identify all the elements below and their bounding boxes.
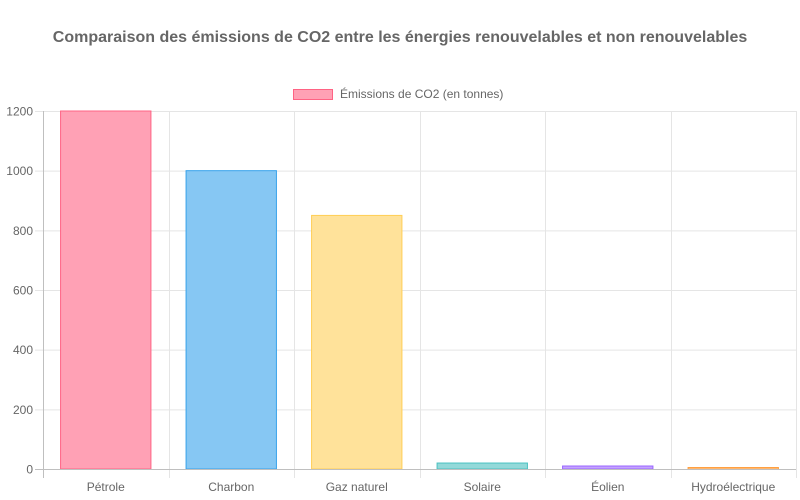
x-tick-label: Hydroélectrique (691, 480, 775, 494)
bars (60, 110, 779, 470)
x-tick-label: Gaz naturel (326, 480, 388, 494)
bar (436, 462, 528, 470)
y-tick-label: 600 (13, 284, 33, 298)
y-tick-label: 800 (13, 224, 33, 238)
y-tick-label: 1000 (6, 164, 33, 178)
legend-label[interactable]: Émissions de CO2 (en tonnes) (340, 87, 504, 101)
legend-swatch[interactable] (293, 89, 333, 100)
x-tick-label: Solaire (464, 480, 502, 494)
y-tick-label: 200 (13, 403, 33, 417)
bar (311, 214, 403, 470)
legend[interactable]: Émissions de CO2 (en tonnes) (0, 87, 800, 103)
y-tick-label: 400 (13, 343, 33, 357)
x-tick-label: Charbon (208, 480, 254, 494)
y-tick-label: 1200 (6, 105, 33, 119)
x-tick-label: Pétrole (87, 480, 125, 494)
bar (60, 110, 152, 470)
bar (185, 170, 277, 470)
chart-title: Comparaison des émissions de CO2 entre l… (52, 29, 748, 46)
axes: 0 200 400 600 800 1000 1200 Pétrole Charbon Gaz n… (6, 105, 796, 494)
bar (687, 467, 779, 470)
x-tick-label: Éolien (591, 479, 624, 494)
y-tick-label: 0 (26, 463, 33, 477)
bar (562, 465, 654, 470)
